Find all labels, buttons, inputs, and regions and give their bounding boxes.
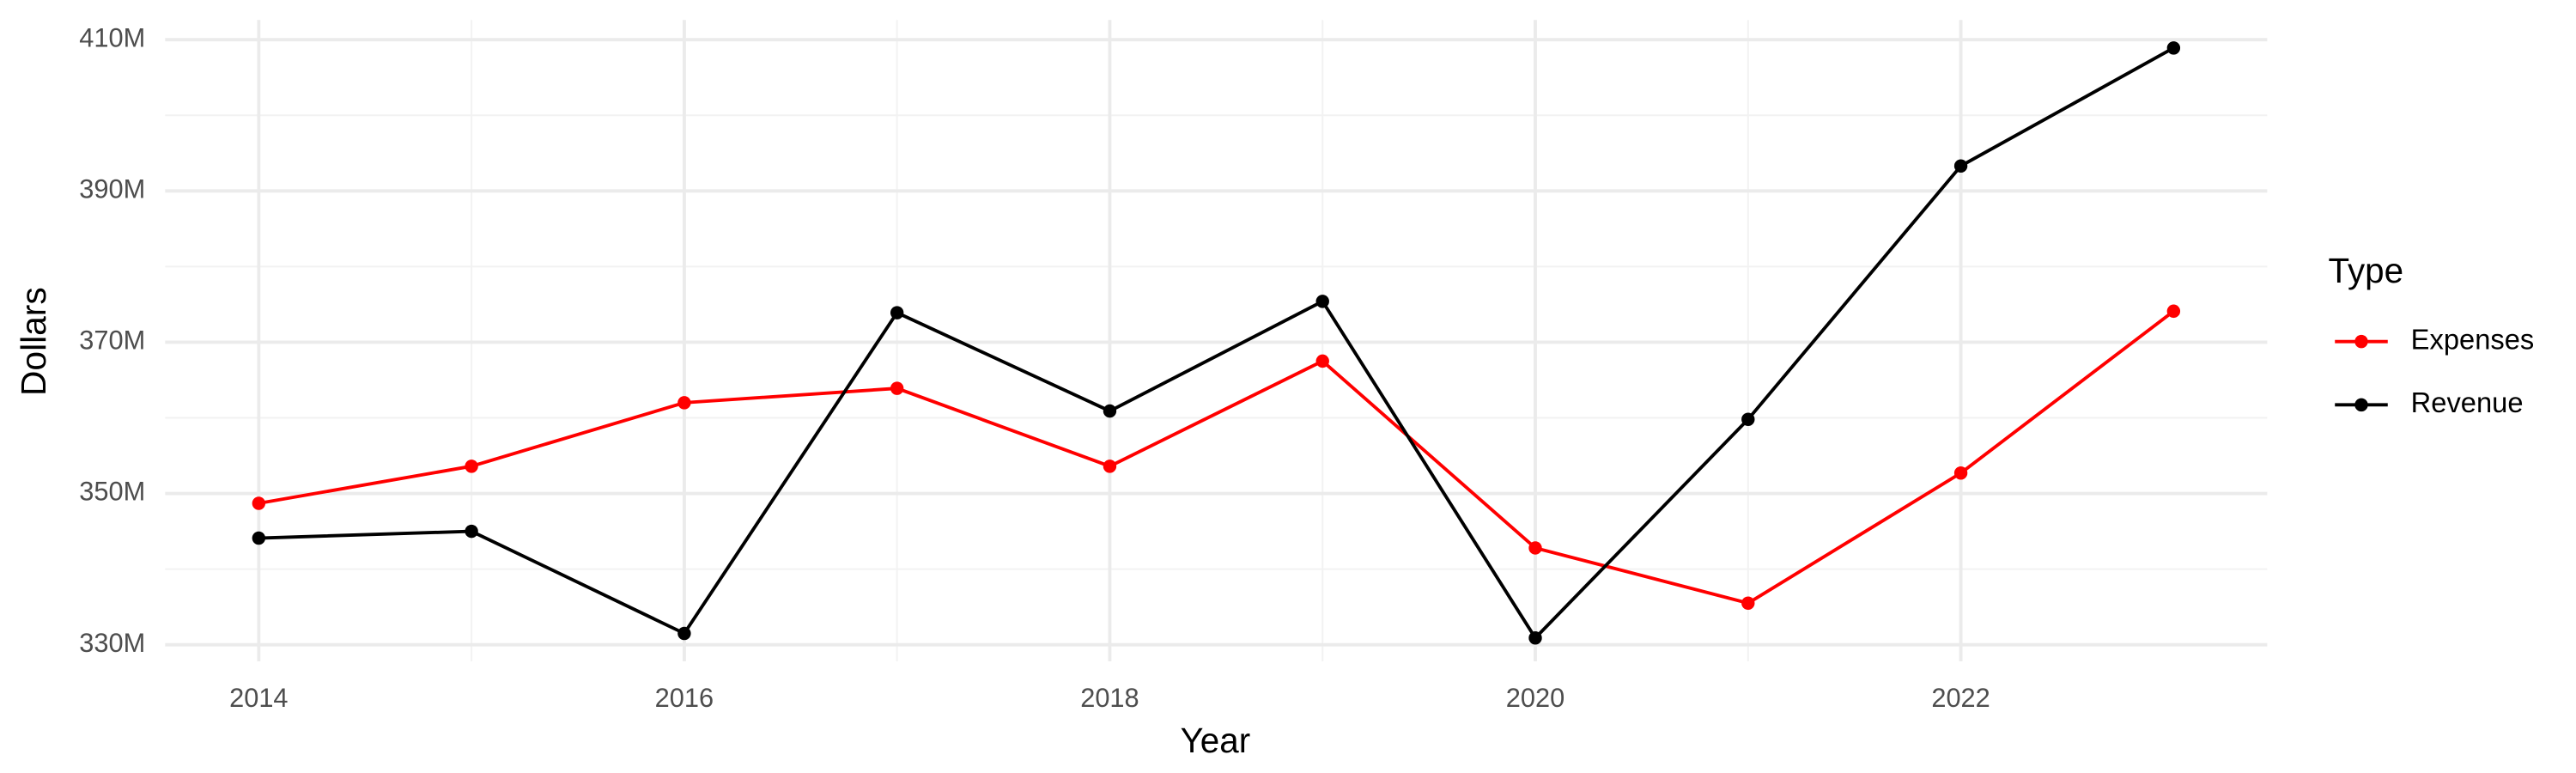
data-point [677, 396, 691, 410]
data-point [677, 626, 691, 641]
legend-title: Type [2329, 251, 2404, 290]
y-tick-label: 330M [79, 628, 145, 658]
y-axis-title: Dollars [14, 287, 53, 396]
data-point [1528, 630, 1542, 645]
legend-label: Revenue [2411, 386, 2524, 418]
data-point [2166, 304, 2181, 319]
plot-area [252, 41, 2181, 645]
x-tick-label: 2018 [1080, 683, 1139, 713]
grid: 330M 350M 370M 390M 410M 2014 2016 2018 2020 2022 [79, 20, 2268, 713]
data-point [1741, 596, 1755, 610]
data-point [252, 531, 266, 545]
data-point [1953, 466, 1968, 480]
data-point [1953, 159, 1968, 173]
data-point [890, 306, 904, 320]
y-tick-label: 350M [79, 477, 145, 507]
series-line [258, 309, 2175, 606]
x-tick-label: 2020 [1506, 683, 1564, 713]
legend-label: Expenses [2411, 323, 2535, 355]
data-point [465, 524, 478, 539]
x-axis-title: Year [1181, 721, 1251, 760]
legend-marker [2354, 398, 2368, 412]
data-point [1528, 541, 1542, 555]
data-point [2166, 41, 2181, 55]
y-tick-label: 370M [79, 325, 145, 355]
data-point [252, 496, 266, 510]
data-point [1103, 460, 1117, 473]
y-tick-label: 410M [79, 22, 145, 52]
x-tick-label: 2022 [1931, 683, 1990, 713]
data-point [1315, 354, 1329, 368]
series-line [258, 46, 2175, 641]
legend-marker [2354, 334, 2368, 349]
data-point [1315, 295, 1329, 308]
y-tick-label: 390M [79, 173, 145, 204]
data-point [890, 381, 904, 395]
data-point [465, 460, 478, 473]
legend: Type Expenses Revenue [2329, 251, 2535, 418]
data-point [1103, 404, 1117, 418]
x-tick-label: 2016 [655, 683, 714, 713]
x-tick-label: 2014 [229, 683, 288, 713]
data-point [1741, 412, 1755, 427]
